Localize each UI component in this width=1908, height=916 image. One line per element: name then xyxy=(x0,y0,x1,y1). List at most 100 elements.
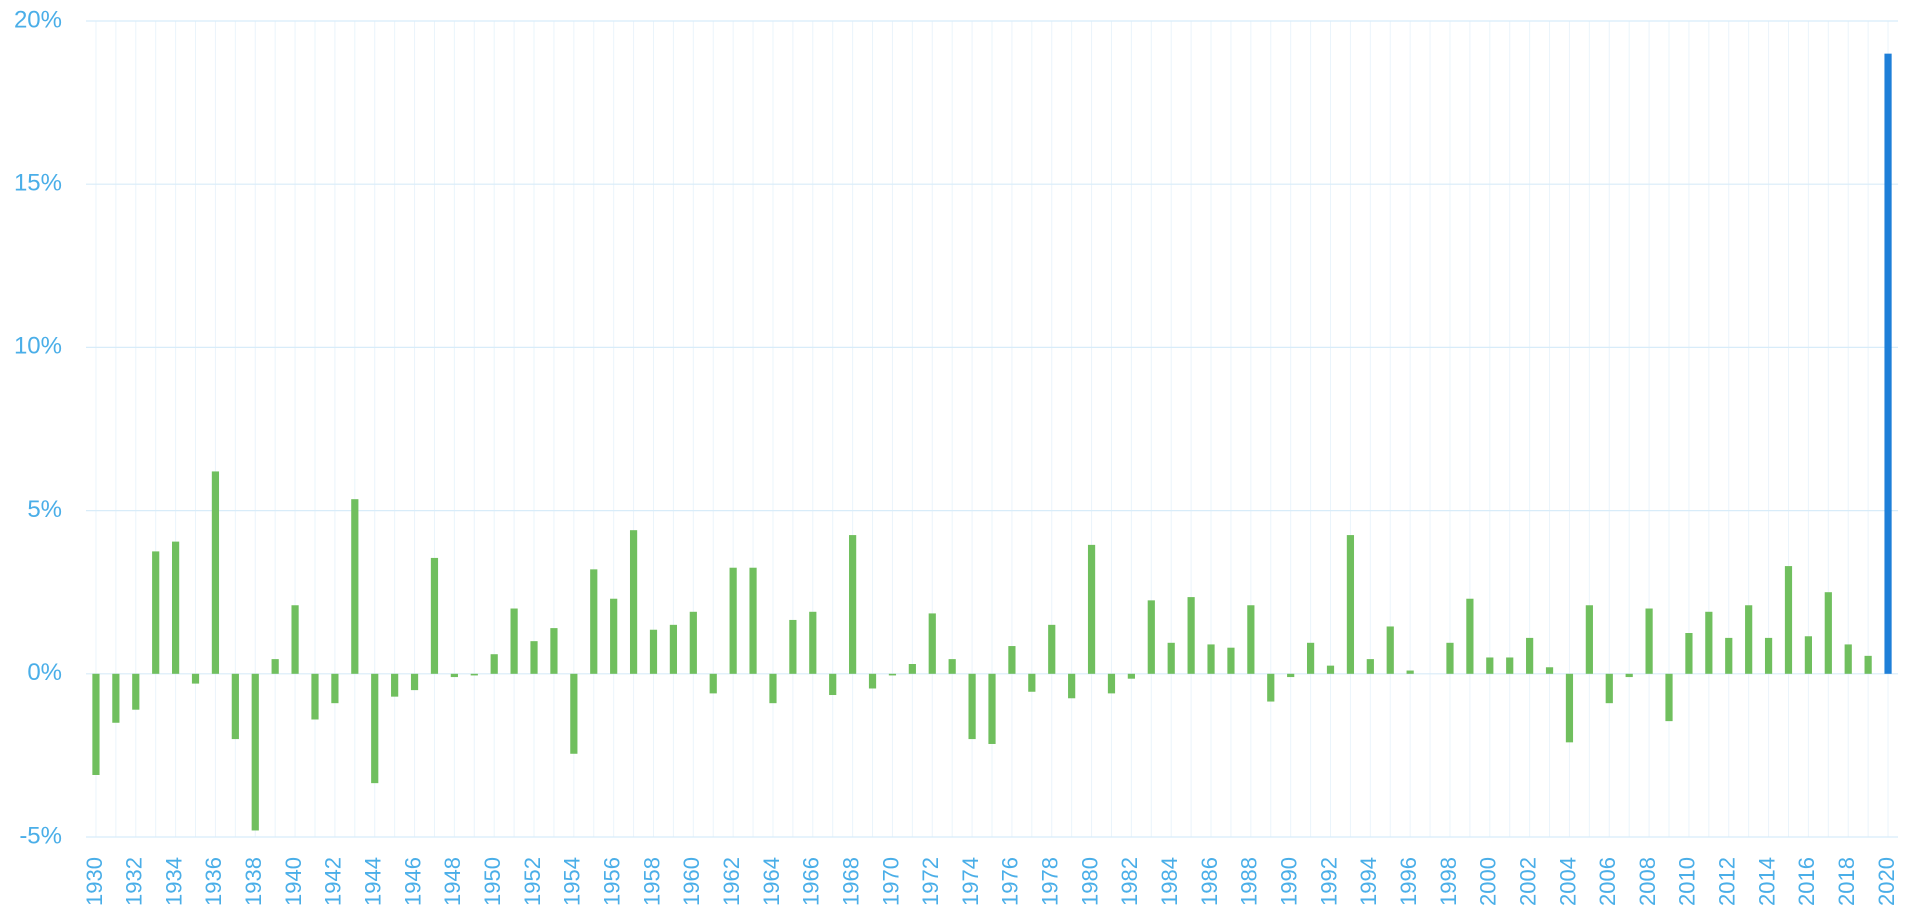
bar xyxy=(1366,659,1374,674)
bar xyxy=(1446,642,1454,674)
bar xyxy=(1346,535,1355,674)
bar xyxy=(1028,673,1036,692)
x-tick-label: 2006 xyxy=(1595,857,1620,906)
bar xyxy=(1745,605,1753,674)
bar xyxy=(450,673,458,678)
bar xyxy=(391,673,399,697)
bar xyxy=(849,535,857,674)
x-tick-label: 1950 xyxy=(480,857,505,906)
x-tick-label: 1986 xyxy=(1197,857,1222,906)
bar xyxy=(1087,544,1096,674)
bar xyxy=(271,659,279,674)
bar xyxy=(709,673,717,694)
bar xyxy=(251,673,259,831)
bar xyxy=(1844,644,1852,674)
bar xyxy=(530,641,538,674)
bar xyxy=(570,673,578,754)
x-tick-label: 1954 xyxy=(560,857,585,906)
bar xyxy=(1506,657,1514,674)
x-tick-label: 1944 xyxy=(361,857,386,906)
bar xyxy=(1884,53,1892,674)
bar xyxy=(1008,646,1016,674)
bar xyxy=(410,673,419,691)
y-tick-label: 10% xyxy=(14,333,62,360)
x-tick-label: 1964 xyxy=(759,857,784,906)
x-tick-label: 1938 xyxy=(241,857,266,906)
bar xyxy=(649,629,658,674)
bar xyxy=(430,557,439,674)
bar xyxy=(610,598,618,674)
bar xyxy=(211,471,220,674)
x-tick-label: 1998 xyxy=(1436,857,1461,906)
x-tick-label: 1966 xyxy=(799,857,824,906)
bar xyxy=(132,673,140,710)
x-tick-label: 1972 xyxy=(918,857,943,906)
bar xyxy=(1565,673,1574,743)
x-tick-label: 2014 xyxy=(1754,857,1779,906)
x-tick-label: 1974 xyxy=(958,857,983,906)
bar xyxy=(112,673,120,723)
x-tick-label: 1978 xyxy=(1038,857,1063,906)
bar xyxy=(291,605,299,674)
bar xyxy=(1306,642,1315,674)
bar xyxy=(928,613,936,674)
x-tick-label: 1952 xyxy=(520,857,545,906)
bar xyxy=(629,530,638,674)
bar xyxy=(1147,600,1155,674)
bar xyxy=(868,673,877,689)
bar xyxy=(809,611,817,674)
x-tick-label: 1958 xyxy=(639,857,664,906)
bar xyxy=(988,673,996,744)
bar xyxy=(669,624,678,674)
bar xyxy=(749,567,757,674)
bar xyxy=(331,673,339,704)
bar xyxy=(1466,598,1474,674)
bar xyxy=(1127,673,1135,679)
bar xyxy=(1645,608,1653,674)
bar xyxy=(1227,647,1235,674)
bar xyxy=(1068,673,1076,699)
bar xyxy=(550,628,558,674)
bar xyxy=(1665,673,1673,722)
x-tick-label: 2000 xyxy=(1476,857,1501,906)
bar xyxy=(172,541,180,674)
y-tick-label: 15% xyxy=(14,170,62,197)
bar xyxy=(152,551,160,674)
x-tick-label: 2020 xyxy=(1874,857,1899,906)
x-tick-label: 1930 xyxy=(82,857,107,906)
y-tick-label: 0% xyxy=(27,659,62,686)
bar xyxy=(1545,667,1554,674)
x-tick-label: 1994 xyxy=(1356,857,1381,906)
x-tick-label: 1946 xyxy=(400,857,425,906)
x-tick-label: 1934 xyxy=(161,857,186,906)
bar xyxy=(789,619,797,674)
x-tick-label: 1948 xyxy=(440,857,465,906)
x-tick-label: 1960 xyxy=(679,857,704,906)
bar xyxy=(470,673,478,676)
bar xyxy=(1585,605,1593,674)
bar xyxy=(351,499,359,674)
bar xyxy=(1784,566,1793,674)
bar xyxy=(371,673,379,784)
x-tick-label: 2016 xyxy=(1794,857,1819,906)
bar xyxy=(311,673,319,720)
x-tick-label: 1968 xyxy=(838,857,863,906)
x-tick-label: 2018 xyxy=(1834,857,1859,906)
bar xyxy=(1804,636,1812,674)
bar xyxy=(490,654,498,674)
bar xyxy=(829,673,837,696)
x-tick-label: 1980 xyxy=(1077,857,1102,906)
x-tick-label: 1956 xyxy=(599,857,624,906)
bar xyxy=(1725,637,1733,674)
x-tick-label: 1990 xyxy=(1276,857,1301,906)
x-tick-label: 1996 xyxy=(1396,857,1421,906)
bar xyxy=(968,673,976,740)
y-tick-label: -5% xyxy=(19,822,62,849)
bar xyxy=(689,611,697,674)
x-tick-label: 2012 xyxy=(1715,857,1740,906)
bar xyxy=(1406,670,1414,674)
bar xyxy=(1386,626,1394,674)
bar xyxy=(1625,673,1633,678)
x-tick-label: 1976 xyxy=(998,857,1023,906)
bar xyxy=(191,673,200,684)
